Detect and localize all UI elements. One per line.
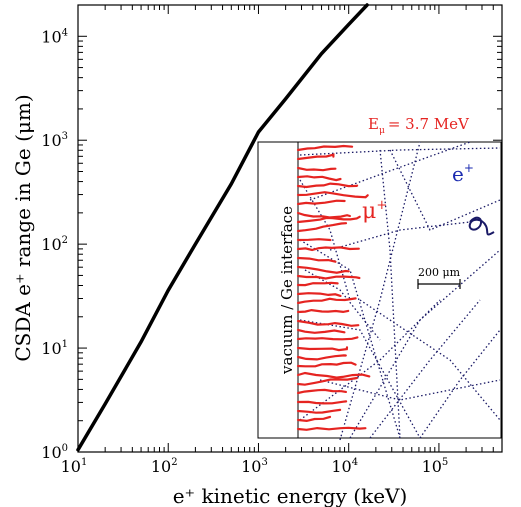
scale-bar: 200 μm: [417, 266, 461, 289]
muon-label: μ+: [362, 198, 387, 224]
positron-track: [369, 299, 481, 439]
muon-symbol: μ: [362, 199, 376, 224]
inset-energy-annotation: Eμ = 3.7 MeV: [368, 115, 470, 136]
x-tick-label: 104: [331, 457, 358, 476]
y-axis-label: CSDA e⁺ range in Ge (μm): [11, 94, 35, 361]
muon-track: [296, 328, 346, 334]
muon-track: [296, 265, 350, 274]
muon-track: [296, 354, 347, 361]
muon-track: [296, 222, 348, 233]
muon-track: [296, 371, 371, 379]
positron-track: [419, 329, 501, 439]
y-tick-label: 101: [41, 339, 68, 358]
y-tick-label: 103: [41, 131, 68, 150]
muon-tracks: [296, 144, 371, 431]
positron-track: [309, 141, 471, 201]
positron-track: [379, 149, 401, 439]
muon-track: [296, 408, 342, 414]
y-tick-label: 100: [41, 443, 68, 462]
y-tick-label: 102: [41, 235, 68, 254]
muon-track: [296, 297, 357, 305]
x-tick-label: 102: [151, 457, 178, 476]
muon-track: [296, 182, 359, 189]
positron-track: [299, 319, 421, 439]
muon-track: [296, 153, 335, 161]
positron-superscript: +: [464, 161, 474, 175]
muon-track: [296, 376, 358, 386]
muon-track: [296, 274, 361, 280]
muon-track: [296, 281, 339, 287]
positron-tracks: [299, 141, 501, 441]
muon-track: [296, 175, 342, 182]
muon-track: [296, 238, 332, 242]
muon-track: [296, 400, 348, 405]
muon-track: [296, 256, 337, 263]
muon-track: [296, 166, 337, 172]
muon-track: [296, 319, 360, 327]
positron-track: [329, 221, 471, 251]
energy-value: = 3.7 MeV: [388, 115, 470, 133]
x-axis-label: e⁺ kinetic energy (keV): [173, 484, 408, 507]
positron-track: [389, 149, 501, 231]
muon-track: [296, 308, 350, 314]
muon-track: [296, 246, 360, 252]
positron-track: [299, 299, 441, 421]
muon-track: [296, 144, 354, 152]
positron-track: [339, 141, 421, 441]
energy-subscript: μ: [379, 126, 385, 136]
muon-track: [296, 215, 361, 224]
positron-symbol: e: [452, 162, 464, 186]
interface-label: vacuum / Ge interface: [278, 206, 296, 375]
x-tick-label: 105: [422, 457, 449, 476]
plot-frame: [77, 4, 503, 453]
range-curve: [76, 3, 369, 452]
positron-label: e+: [452, 161, 474, 186]
muon-track: [296, 336, 359, 341]
muon-track: [296, 292, 342, 297]
muon-track: [296, 361, 357, 368]
positron-track: [299, 147, 501, 156]
muon-track: [296, 415, 332, 423]
y-tick-label: 104: [41, 27, 68, 46]
positron-track: [359, 299, 501, 421]
positron-curl: [468, 216, 495, 236]
x-tick-label: 103: [241, 457, 268, 476]
muon-superscript: +: [376, 198, 387, 213]
muon-track: [296, 346, 349, 352]
scale-bar-label: 200 μm: [418, 266, 461, 279]
muon-track: [296, 191, 369, 199]
energy-symbol: E: [368, 115, 379, 133]
inset-image: vacuum / Ge interface μ+ e+ 200 μm: [257, 141, 502, 441]
muon-track: [296, 426, 367, 431]
x-tick-label: 101: [61, 457, 88, 476]
muon-track: [296, 388, 347, 395]
muon-track: [296, 199, 346, 206]
